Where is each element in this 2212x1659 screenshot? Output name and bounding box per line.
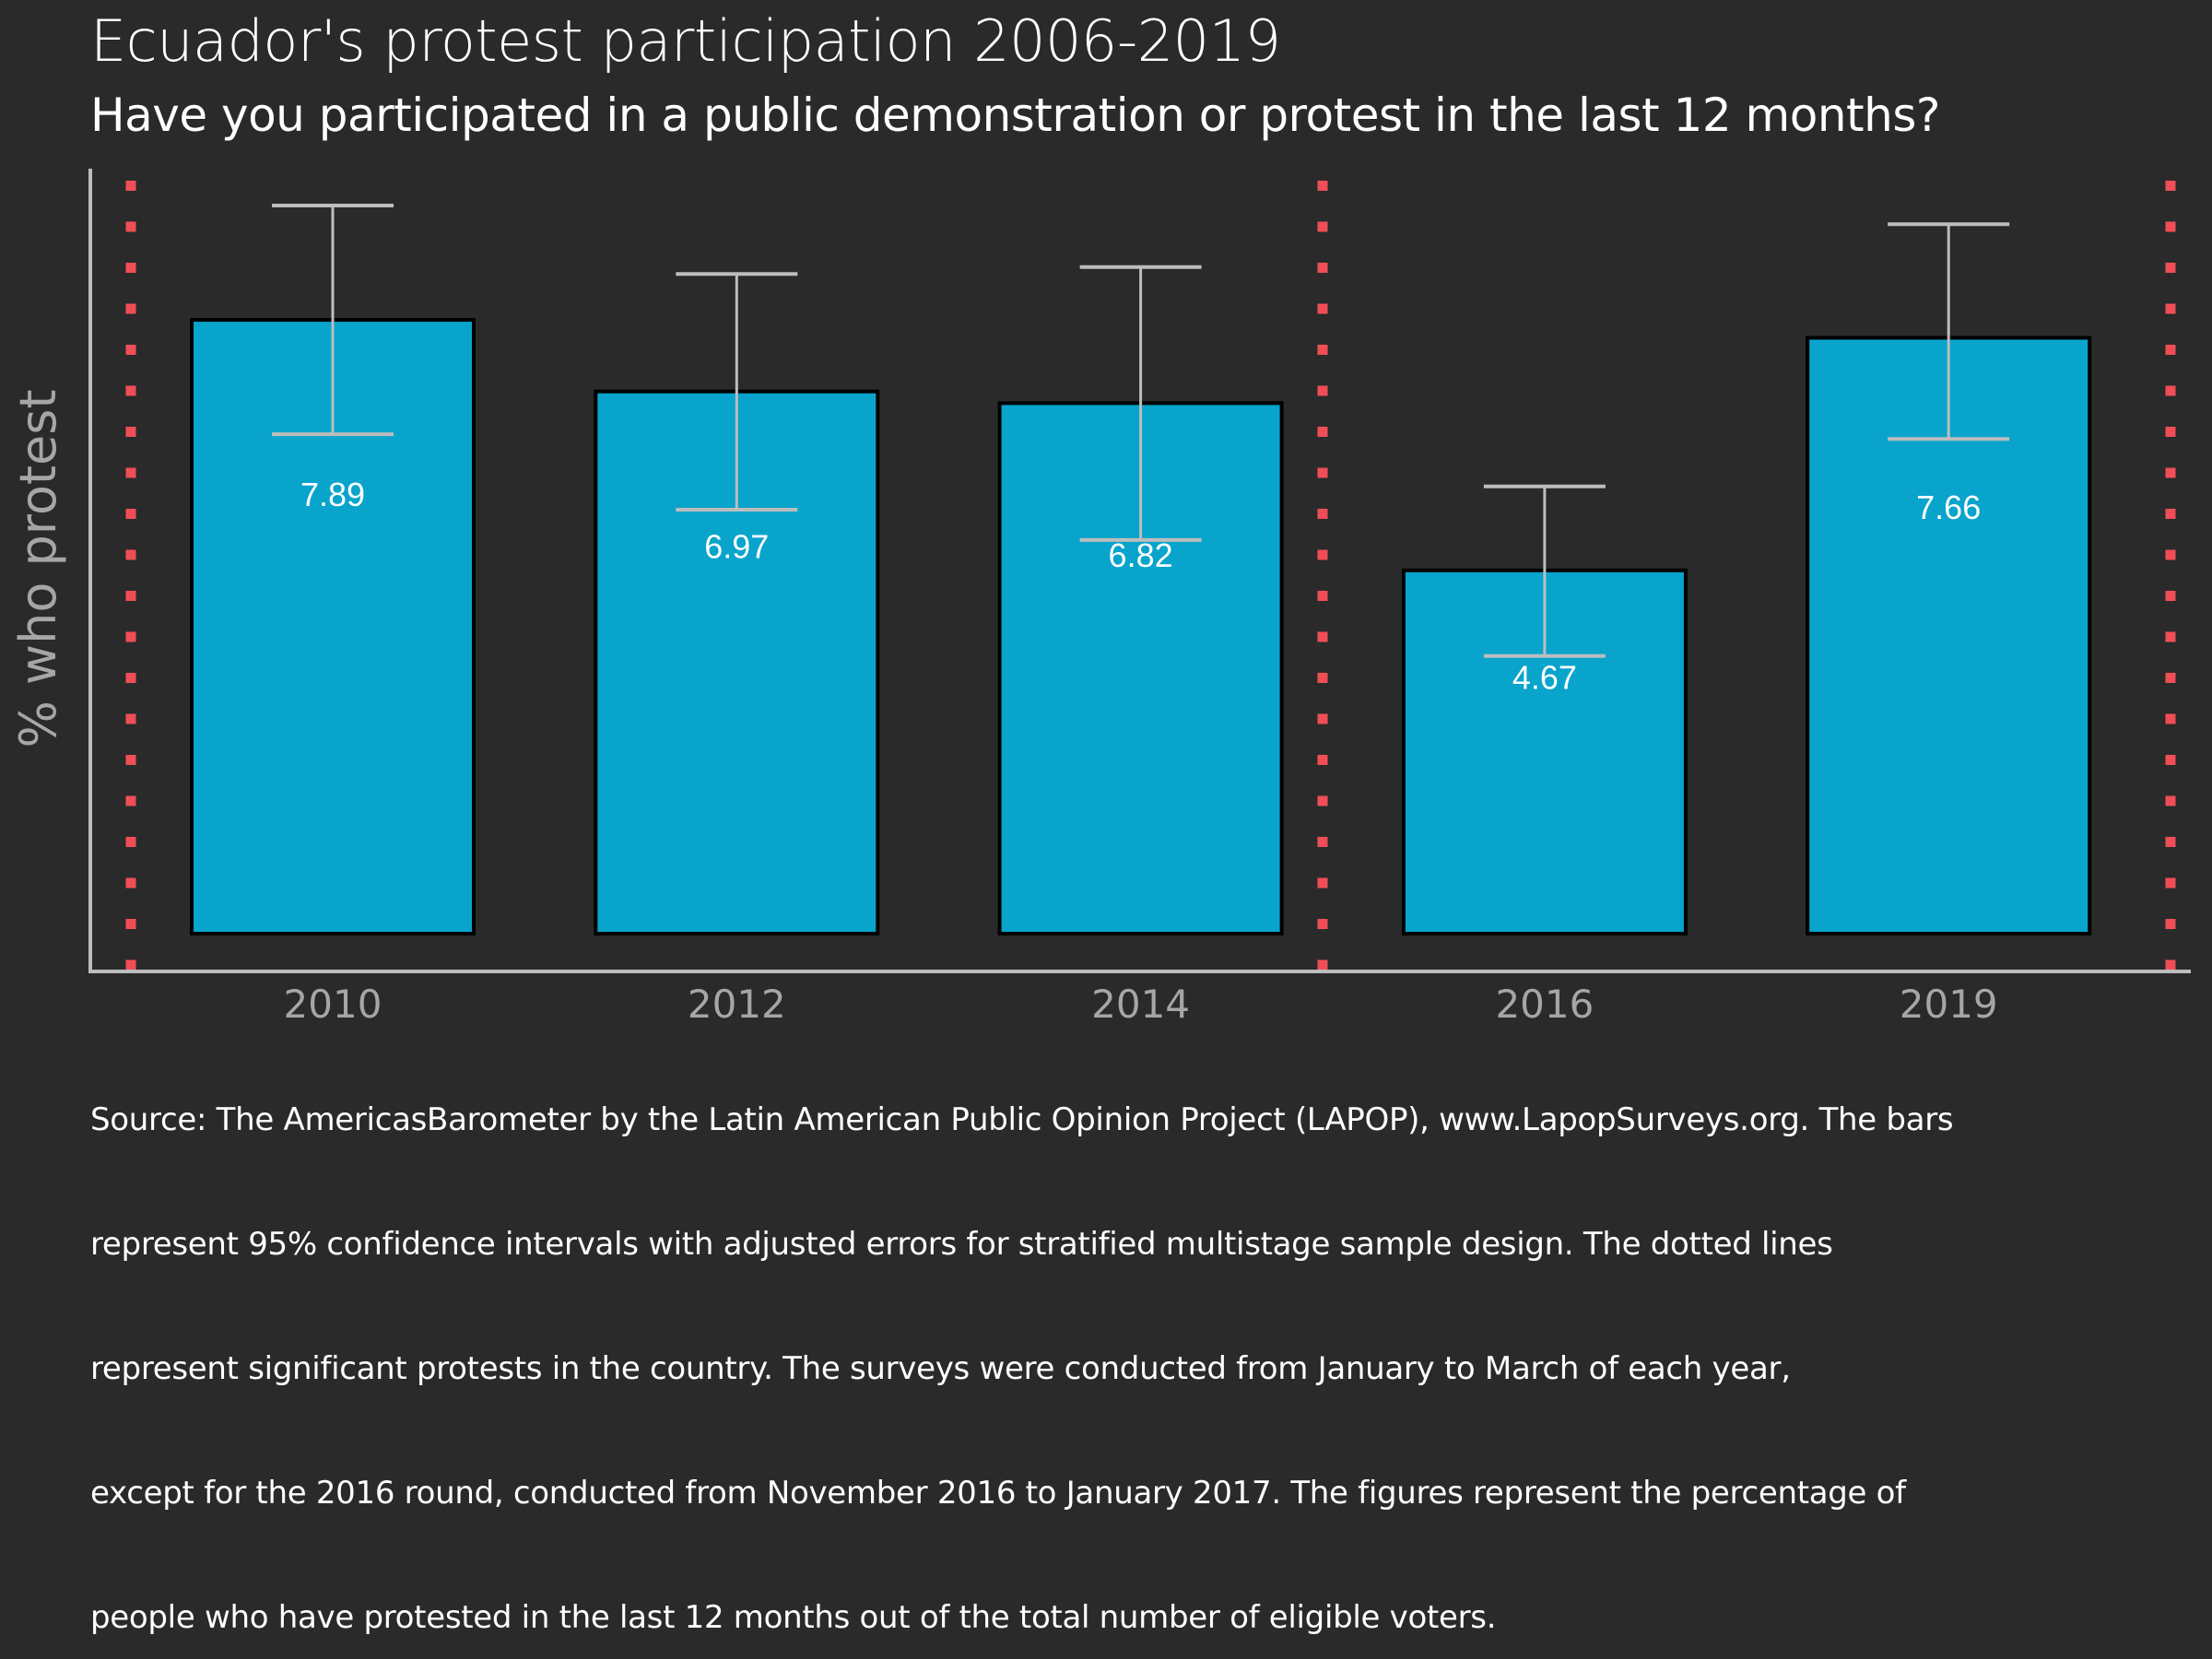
- protest-marker-dot: [125, 631, 136, 642]
- footnote-line-3: represent significant protests in the co…: [90, 1350, 1791, 1387]
- x-tick-label-2010: 2010: [284, 982, 382, 1027]
- protest-marker-dot: [2165, 303, 2176, 314]
- x-tick-label-2019: 2019: [1900, 982, 1998, 1027]
- protest-marker-dot: [1317, 385, 1328, 396]
- error-bar-2010: [272, 204, 394, 437]
- x-tick-label-2016: 2016: [1495, 982, 1594, 1027]
- protest-marker-dot: [2165, 837, 2176, 847]
- protest-marker-dot: [1317, 673, 1328, 683]
- protest-marker-dot: [1317, 263, 1328, 273]
- protest-marker-dot: [1317, 591, 1328, 601]
- protest-marker-dot: [1317, 877, 1328, 888]
- chart-title: Ecuador's protest participation 2006-201…: [90, 7, 1281, 75]
- protest-marker-dot: [125, 673, 136, 683]
- protest-marker-dot: [2165, 631, 2176, 642]
- y-axis-label: % who protest: [9, 389, 67, 747]
- protest-marker-dot: [2165, 221, 2176, 232]
- protest-marker-dot: [1317, 221, 1328, 232]
- protest-marker-dot: [1317, 467, 1328, 478]
- protest-marker-dot: [2165, 713, 2176, 724]
- protest-marker-dot: [125, 713, 136, 724]
- footnote-line-2: represent 95% confidence intervals with …: [90, 1226, 1833, 1263]
- protest-marker-dot: [2165, 345, 2176, 355]
- value-labels: 7.89 6.97 6.82 4.67 7.66: [300, 476, 1981, 696]
- x-tick-label-2014: 2014: [1091, 982, 1190, 1027]
- protest-marker-dot: [1317, 345, 1328, 355]
- value-label-2016: 4.67: [1512, 658, 1577, 696]
- protest-marker-dot: [125, 877, 136, 888]
- footnote-line-4: except for the 2016 round, conducted fro…: [90, 1475, 1906, 1512]
- error-bar-2016: [1483, 484, 1606, 658]
- protest-marker-dot: [1317, 795, 1328, 806]
- protest-marker-dot: [1317, 631, 1328, 642]
- protest-marker-dot: [125, 385, 136, 396]
- protest-marker-dot: [1317, 919, 1328, 929]
- protest-marker-dot: [1317, 713, 1328, 724]
- bar-2014: [997, 401, 1284, 935]
- protest-markers: [125, 181, 2176, 971]
- protest-marker-dot: [125, 221, 136, 232]
- protest-marker-dot: [1317, 303, 1328, 314]
- value-label-2019: 7.66: [1916, 488, 1981, 526]
- protest-marker-dot: [1317, 549, 1328, 560]
- protest-marker-dot: [2165, 959, 2176, 971]
- footnote-line-5: people who have protested in the last 12…: [90, 1599, 1497, 1636]
- protest-marker-dot: [125, 959, 136, 971]
- protest-marker-dot: [1317, 181, 1328, 191]
- protest-marker-dot: [2165, 877, 2176, 888]
- protest-marker-dot: [125, 755, 136, 765]
- chart-subtitle: Have you participated in a public demons…: [90, 88, 1940, 142]
- protest-marker-line: [125, 181, 136, 971]
- error-bars: [272, 204, 2010, 658]
- protest-marker-dot: [125, 591, 136, 601]
- protest-marker-dot: [2165, 549, 2176, 560]
- protest-marker-dot: [1317, 755, 1328, 765]
- error-bar-2019: [1888, 222, 2010, 441]
- error-bar-2012: [676, 272, 798, 512]
- protest-marker-dot: [125, 427, 136, 437]
- protest-marker-dot: [2165, 181, 2176, 191]
- protest-marker-dot: [125, 837, 136, 847]
- protest-marker-dot: [125, 345, 136, 355]
- value-label-2014: 6.82: [1109, 536, 1173, 574]
- value-label-2010: 7.89: [300, 476, 365, 513]
- bars: [190, 318, 2092, 936]
- protest-marker-dot: [2165, 919, 2176, 929]
- value-label-2012: 6.97: [704, 528, 769, 566]
- protest-marker-dot: [125, 509, 136, 519]
- protest-marker-dot: [125, 549, 136, 560]
- protest-marker-dot: [2165, 427, 2176, 437]
- protest-marker-dot: [1317, 959, 1328, 971]
- protest-marker-dot: [2165, 509, 2176, 519]
- protest-marker-dot: [125, 795, 136, 806]
- x-tick-labels: 2010 2012 2014 2016 2019: [284, 982, 1998, 1027]
- protest-marker-dot: [2165, 263, 2176, 273]
- protest-marker-dot: [2165, 467, 2176, 478]
- protest-marker-line: [2165, 181, 2176, 971]
- protest-marker-dot: [2165, 673, 2176, 683]
- protest-marker-line: [1317, 181, 1328, 971]
- protest-marker-dot: [2165, 385, 2176, 396]
- protest-marker-dot: [1317, 509, 1328, 519]
- protest-marker-dot: [2165, 795, 2176, 806]
- protest-marker-dot: [125, 181, 136, 191]
- protest-marker-dot: [125, 919, 136, 929]
- footnote-line-1: Source: The AmericasBarometer by the Lat…: [90, 1101, 1954, 1138]
- protest-marker-dot: [1317, 837, 1328, 847]
- bar-chart: 7.896.97 6.824.677.66 2010 2012 2014 2016 201…: [9, 169, 2191, 1027]
- protest-marker-dot: [1317, 427, 1328, 437]
- protest-marker-dot: [2165, 591, 2176, 601]
- protest-marker-dot: [125, 467, 136, 478]
- x-tick-label-2012: 2012: [688, 982, 786, 1027]
- error-bar-2014: [1079, 265, 1202, 542]
- protest-marker-dot: [2165, 755, 2176, 765]
- protest-marker-dot: [125, 303, 136, 314]
- protest-marker-dot: [125, 263, 136, 273]
